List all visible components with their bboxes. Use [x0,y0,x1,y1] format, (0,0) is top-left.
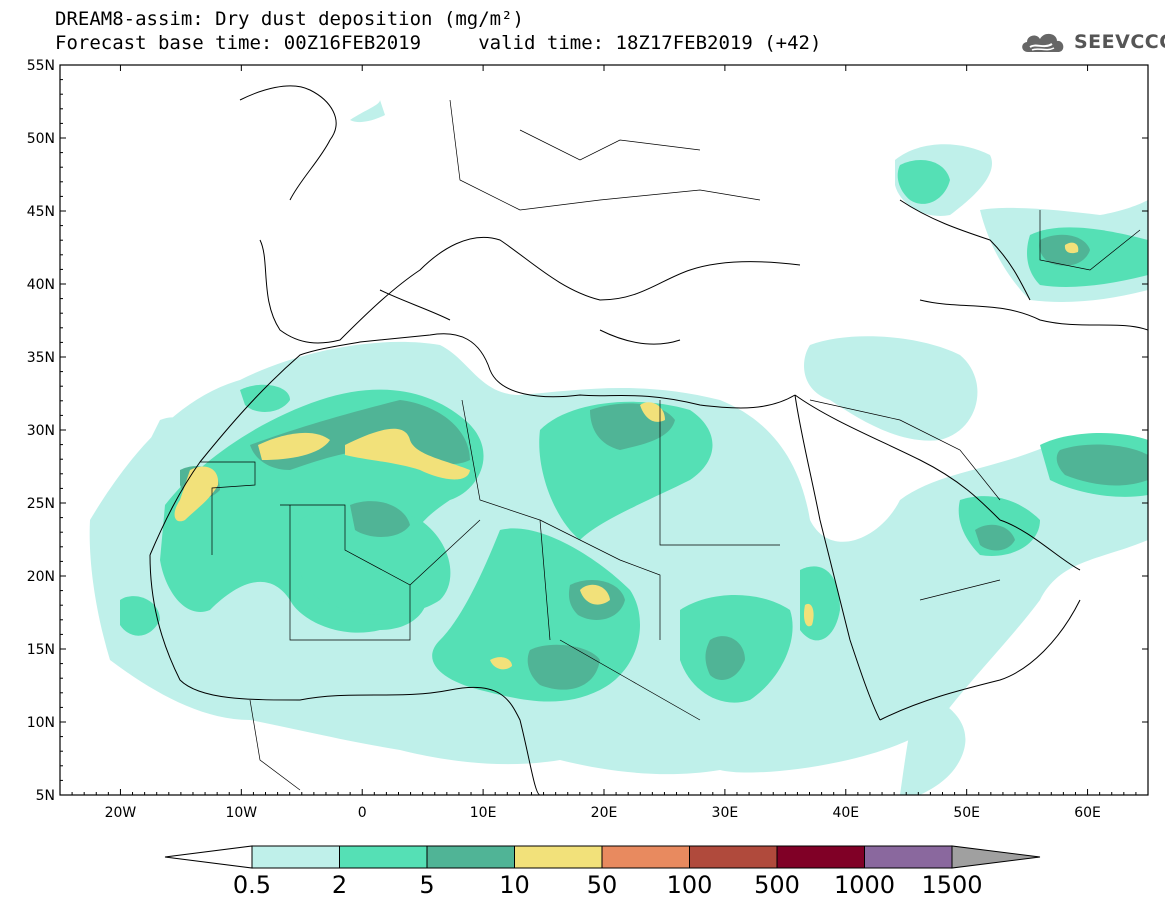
lat-label: 45N [27,204,55,220]
colorbar-label: 5 [419,871,434,899]
lon-label: 0 [358,805,367,821]
lon-label: 10W [225,805,257,821]
map-title: DREAM8-assim: Dry dust deposition (mg/m²… [55,8,524,30]
colorbar-segment [601,845,690,869]
colorbar-label: 2 [332,871,347,899]
lon-label: 10E [470,805,497,821]
map-subtitle: Forecast base time: 00Z16FEB2019 valid t… [55,32,822,54]
lat-label: 5N [36,788,55,804]
colorbar-low-extension [164,845,253,869]
lon-label: 60E [1074,805,1101,821]
country-borders [200,99,1141,791]
lat-label: 30N [27,423,55,439]
lat-label: 50N [27,131,55,147]
cloud-icon [1022,33,1064,52]
colorbar-label: 1500 [921,871,982,899]
colorbar-segment [251,845,340,869]
longitude-axis: 20W 10W 0 10E 20E 30E 40E 50E 60E [59,65,1149,821]
lon-label: 20E [591,805,618,821]
colorbar-label: 0.5 [233,871,271,899]
colorbar-segment [514,845,603,869]
lon-label: 20W [105,805,137,821]
colorbar-segment [776,845,865,869]
colorbar-segment [689,845,778,869]
colorbar-segment [864,845,953,869]
lon-label: 30E [712,805,739,821]
lat-label: 15N [27,642,55,658]
colorbar-segment [426,845,515,869]
colorbar-label: 1000 [834,871,895,899]
colorbar-label: 500 [754,871,800,899]
colorbar-label: 10 [499,871,530,899]
lat-label: 10N [27,715,55,731]
colorbar-high-extension [951,845,1041,869]
lat-label: 20N [27,569,55,585]
logo-text: SEEVCCC [1074,31,1165,53]
lat-label: 40N [27,277,55,293]
colorbar: 0.5 2 5 10 50 100 500 1000 1500 [164,845,1041,899]
lat-label: 55N [27,58,55,74]
lat-label: 35N [27,350,55,366]
lon-label: 40E [832,805,859,821]
latitude-axis: 55N 50N 45N 40N 35N 30N 25N 20N 15N 10N 5N [27,58,1148,804]
seevccc-logo: SEEVCCC [1018,28,1165,56]
colorbar-label: 50 [587,871,618,899]
coastlines [149,85,1148,795]
lon-label: 50E [953,805,980,821]
colorbar-segment [339,845,428,869]
lat-label: 25N [27,496,55,512]
colorbar-label: 100 [667,871,713,899]
dust-contours [89,100,1148,795]
